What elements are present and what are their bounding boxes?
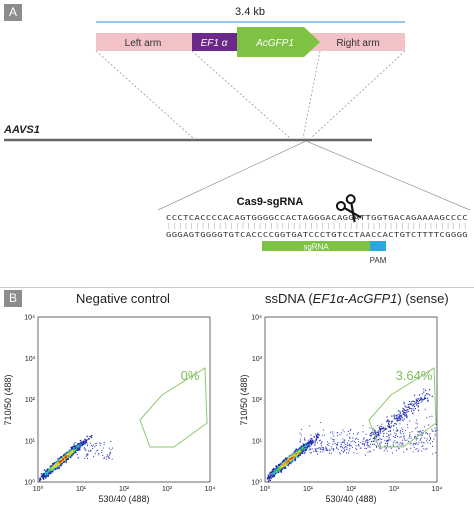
sgrna-label: sgRNA bbox=[303, 243, 329, 252]
y-tick-labels: 10⁰ 10¹ 10² 10³ 10⁴ bbox=[251, 315, 262, 487]
sequence-top-strand: CCCTCACCCCACAGTGGGGCCACTAGGGACAGGATTGGTG… bbox=[166, 213, 468, 222]
panel-a-label: A bbox=[4, 4, 22, 21]
base-pair-ticks bbox=[168, 223, 466, 229]
x-tick-label: 10⁰ bbox=[260, 485, 271, 493]
scissors-icon bbox=[335, 194, 362, 223]
y-tick-label: 10¹ bbox=[25, 438, 36, 445]
x-tick-label: 10⁴ bbox=[432, 486, 443, 493]
plot-title-ssdna-construct: EF1α-AcGFP1 bbox=[312, 291, 398, 306]
y-axis-label: 710/50 (488) bbox=[3, 374, 13, 425]
plot-title-negative-control: Negative control bbox=[76, 291, 170, 306]
ef1a-segment bbox=[192, 33, 237, 51]
y-tick-label: 10⁰ bbox=[251, 479, 262, 487]
sgrna-bar bbox=[262, 241, 370, 251]
gate-percent-label: 3.64% bbox=[396, 368, 433, 383]
y-tick-label: 10⁴ bbox=[24, 315, 35, 322]
zoom-line-right bbox=[305, 140, 471, 211]
gate-percent-label: 0% bbox=[181, 368, 200, 383]
y-tick-label: 10² bbox=[25, 397, 36, 404]
scatter-events bbox=[39, 434, 113, 482]
flow-plot-negative-control: 10⁰ 10¹ 10² 10³ 10⁴ 10⁰ 10¹ 10² 10³ 10⁴ 0% 530/4… bbox=[3, 315, 216, 505]
x-tick-label: 10² bbox=[346, 486, 357, 493]
acgfp1-label: AcGFP1 bbox=[255, 38, 294, 49]
x-tick-label: 10¹ bbox=[303, 486, 314, 493]
gfp-gate-polygon bbox=[139, 367, 208, 448]
zoom-line-left bbox=[157, 140, 307, 211]
homology-projection-lines bbox=[95, 50, 406, 139]
y-tick-label: 10⁰ bbox=[24, 479, 35, 487]
y-tick-label: 10¹ bbox=[252, 438, 263, 445]
size-label: 3.4 kb bbox=[235, 6, 265, 18]
x-tick-label: 10¹ bbox=[76, 486, 87, 493]
y-tick-labels: 10⁰ 10¹ 10² 10³ 10⁴ bbox=[24, 315, 35, 487]
flow-plot-ssdna: 10⁰ 10¹ 10² 10³ 10⁴ 10⁰ 10¹ 10² 10³ 10⁴ 3.64% 53… bbox=[239, 315, 443, 505]
y-tick-label: 10⁴ bbox=[251, 315, 262, 322]
x-tick-label: 10³ bbox=[389, 486, 400, 493]
x-axis-label: 530/40 (488) bbox=[325, 494, 376, 504]
aavs1-label: AAVS1 bbox=[3, 124, 40, 136]
acgfp1-arrow bbox=[237, 27, 320, 57]
scatter-events bbox=[266, 388, 437, 482]
construct-diagram: 3.4 kb Left arm EF1 α AcGFP1 Right arm A… bbox=[3, 6, 471, 265]
pam-bar bbox=[370, 241, 386, 251]
plot-title-ssdna-prefix: ssDNA ( bbox=[265, 291, 313, 306]
x-tick-label: 10⁴ bbox=[205, 486, 216, 493]
x-tick-label: 10⁰ bbox=[33, 485, 44, 493]
x-axis-label: 530/40 (488) bbox=[98, 494, 149, 504]
y-axis-label: 710/50 (488) bbox=[239, 374, 249, 425]
cas9-sgrna-label: Cas9-sgRNA bbox=[237, 196, 304, 208]
y-tick-label: 10³ bbox=[25, 356, 36, 363]
y-tick-label: 10² bbox=[252, 397, 263, 404]
panel-b-label: B bbox=[4, 290, 22, 307]
gfp-gate-polygon bbox=[368, 367, 437, 448]
ef1a-label: EF1 α bbox=[201, 38, 228, 49]
x-tick-labels: 10⁰ 10¹ 10² 10³ 10⁴ bbox=[33, 485, 216, 493]
plot-title-ssdna: ssDNA (EF1α-AcGFP1) (sense) bbox=[265, 291, 449, 306]
x-tick-labels: 10⁰ 10¹ 10² 10³ 10⁴ bbox=[260, 485, 443, 493]
left-arm-label: Left arm bbox=[125, 38, 162, 49]
pam-label: PAM bbox=[370, 256, 387, 265]
panel-divider bbox=[0, 287, 474, 288]
plot-title-ssdna-suffix: ) (sense) bbox=[397, 291, 449, 306]
right-arm-label: Right arm bbox=[336, 38, 379, 49]
x-tick-label: 10² bbox=[119, 486, 130, 493]
y-tick-label: 10³ bbox=[252, 356, 263, 363]
x-tick-label: 10³ bbox=[162, 486, 173, 493]
sequence-bottom-strand: GGGAGTGGGGTGTCACCCCGGTGATCCCTGTCCTAACCAC… bbox=[166, 230, 468, 239]
